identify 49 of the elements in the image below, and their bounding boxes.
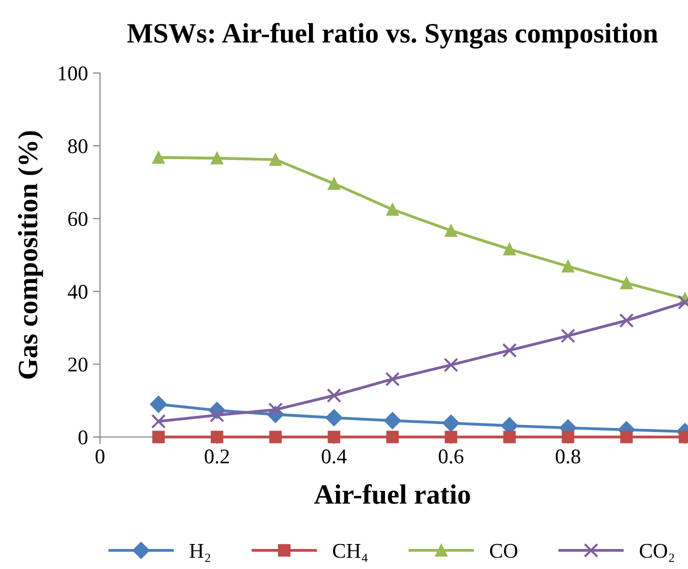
point — [384, 412, 402, 430]
point — [152, 151, 165, 164]
point — [328, 177, 340, 190]
point — [151, 414, 166, 429]
point — [385, 372, 400, 386]
point — [442, 414, 460, 432]
x-tick-label: 0.2 — [204, 449, 229, 464]
point — [326, 388, 342, 403]
point — [562, 260, 574, 273]
point — [269, 430, 282, 444]
y-tick-label: 100 — [58, 66, 88, 80]
chart-title: MSWs: Air-fuel ratio vs. Syngas composition — [127, 22, 658, 49]
point — [620, 430, 633, 444]
point — [560, 328, 576, 344]
point — [444, 358, 458, 372]
y-tick-label: 20 — [68, 358, 88, 372]
point — [210, 430, 224, 444]
point — [210, 152, 224, 164]
point — [150, 396, 168, 413]
x-tick-label: 0.8 — [556, 449, 580, 464]
point — [444, 224, 458, 237]
y-tick-label: 0 — [78, 430, 88, 444]
point — [503, 242, 516, 256]
y-tick-label: 80 — [68, 139, 88, 154]
point — [386, 430, 399, 444]
x-tick-label: 0 — [96, 449, 104, 464]
point — [562, 430, 574, 444]
point — [325, 409, 343, 426]
legend-label: CH₄ — [333, 544, 368, 562]
point — [269, 153, 282, 166]
point — [386, 203, 399, 216]
y-axis-title: Gas composition (%) — [18, 131, 44, 379]
point — [152, 430, 165, 444]
legend-label: H₂ — [190, 544, 210, 562]
x-tick-label: 0.4 — [322, 449, 347, 464]
y-tick-label: 40 — [68, 284, 88, 299]
point — [620, 276, 633, 290]
point — [503, 430, 516, 444]
legend-label: CO₂ — [640, 544, 674, 562]
x-tick-label: 0.6 — [438, 449, 464, 464]
point — [328, 430, 340, 444]
point — [444, 430, 458, 444]
point — [502, 343, 517, 358]
point — [619, 313, 634, 328]
legend-label: CO — [490, 544, 518, 558]
point — [268, 402, 283, 417]
x-axis-title: Air-fuel ratio — [314, 484, 470, 504]
point — [210, 408, 224, 422]
y-tick-label: 60 — [68, 212, 88, 226]
